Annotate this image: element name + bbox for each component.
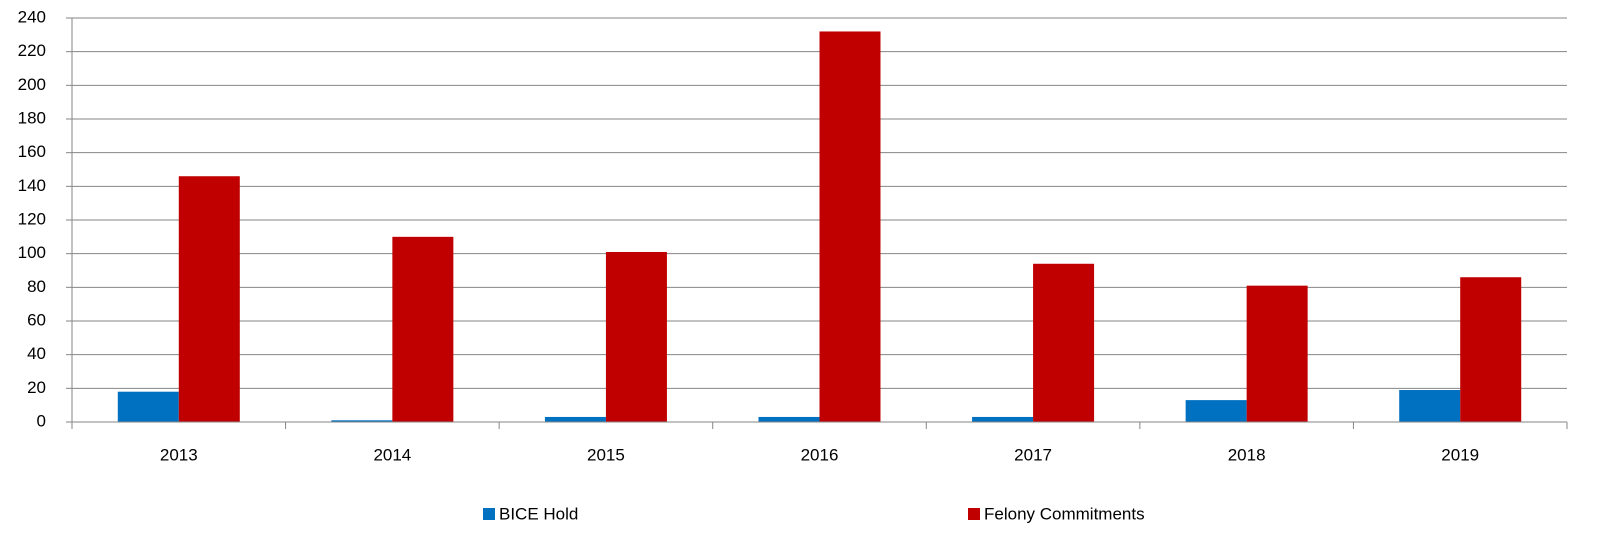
y-tick-label: 20 xyxy=(27,378,46,397)
bar xyxy=(1185,400,1247,422)
legend-swatch xyxy=(968,508,980,520)
x-tick-label: 2015 xyxy=(587,445,625,464)
bar xyxy=(117,391,179,422)
legend-label: Felony Commitments xyxy=(984,504,1145,523)
bar xyxy=(758,416,820,422)
y-tick-label: 220 xyxy=(18,41,46,60)
legend-label: BICE Hold xyxy=(499,504,578,523)
x-tick-label: 2019 xyxy=(1441,445,1479,464)
bar xyxy=(972,416,1034,422)
bar xyxy=(1460,277,1522,422)
y-tick-label: 0 xyxy=(37,411,46,430)
bar xyxy=(331,420,393,422)
bar xyxy=(392,236,454,422)
bar xyxy=(605,251,667,422)
y-tick-label: 240 xyxy=(18,7,46,26)
bar xyxy=(819,31,881,422)
x-tick-label: 2018 xyxy=(1228,445,1266,464)
bar xyxy=(1399,390,1461,422)
y-tick-label: 60 xyxy=(27,310,46,329)
y-tick-label: 180 xyxy=(18,108,46,127)
bar xyxy=(178,176,240,422)
y-tick-label: 200 xyxy=(18,75,46,94)
x-tick-label: 2014 xyxy=(373,445,411,464)
x-tick-label: 2017 xyxy=(1014,445,1052,464)
y-tick-label: 40 xyxy=(27,344,46,363)
x-tick-label: 2016 xyxy=(801,445,839,464)
y-tick-label: 120 xyxy=(18,209,46,228)
y-tick-label: 160 xyxy=(18,142,46,161)
x-tick-label: 2013 xyxy=(160,445,198,464)
bar xyxy=(1033,263,1095,422)
legend-swatch xyxy=(483,508,495,520)
y-tick-label: 80 xyxy=(27,277,46,296)
bar xyxy=(544,416,606,422)
y-tick-label: 140 xyxy=(18,176,46,195)
bar xyxy=(1246,285,1308,422)
y-tick-label: 100 xyxy=(18,243,46,262)
